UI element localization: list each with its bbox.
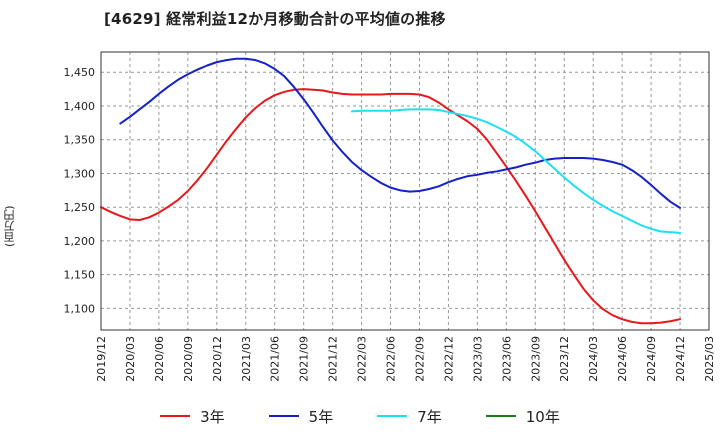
x-tick-label: 2021/03 xyxy=(240,336,253,382)
y-tick-labels: 1,100 1,150 1,200 1,250 1,300 1,350 1,400 1,450 xyxy=(64,66,96,315)
x-tick-label: 2020/09 xyxy=(182,336,195,382)
series-line-1 xyxy=(100,88,682,325)
x-tick-label: 2020/03 xyxy=(124,336,137,382)
x-tick-label: 2021/06 xyxy=(269,336,282,382)
plot-area-border xyxy=(100,51,710,331)
legend-swatch-7y xyxy=(377,415,408,417)
x-tick-label: 2024/06 xyxy=(616,336,629,382)
series-line-3 xyxy=(350,108,682,234)
legend-item-10y[interactable]: 10年 xyxy=(485,406,560,427)
x-tick-label: 2019/12 xyxy=(95,336,108,382)
x-tick-label: 2024/12 xyxy=(674,336,687,382)
legend-label-3y: 3年 xyxy=(200,407,225,426)
series-line-2 xyxy=(119,57,682,209)
legend-label-10y: 10年 xyxy=(525,407,560,426)
y-tick-label: 1,400 xyxy=(64,100,96,113)
legend-item-7y[interactable]: 7年 xyxy=(377,406,442,427)
legend-swatch-5y xyxy=(268,415,299,417)
x-tick-label: 2023/03 xyxy=(471,336,484,382)
legend-label-7y: 7年 xyxy=(417,407,442,426)
legend-swatch-3y xyxy=(160,415,191,417)
x-tick-label: 2025/03 xyxy=(703,336,716,382)
legend-item-3y[interactable]: 3年 xyxy=(160,406,225,427)
legend-label-5y: 5年 xyxy=(308,407,334,426)
y-tick-label: 1,200 xyxy=(64,235,96,248)
y-tick-label: 1,100 xyxy=(64,302,96,315)
x-tick-label: 2024/09 xyxy=(645,336,658,382)
x-tick-label: 2021/12 xyxy=(327,336,340,382)
chart-title: [4629] 経常利益12か月移動合計の平均値の推移 xyxy=(104,10,446,28)
legend-item-5y[interactable]: 5年 xyxy=(268,406,334,427)
x-tick-label: 2021/09 xyxy=(298,336,311,382)
x-tick-label: 2023/09 xyxy=(529,336,542,382)
y-tick-label: 1,300 xyxy=(64,167,96,180)
y-tick-label: 1,450 xyxy=(64,66,96,79)
x-tick-label: 2020/06 xyxy=(153,336,166,382)
y-tick-label: 1,150 xyxy=(64,269,96,282)
legend-swatch-10y xyxy=(485,415,516,417)
legend: 3年 5年 7年 10年 xyxy=(0,402,720,430)
x-tick-label: 2024/03 xyxy=(587,336,600,382)
x-tick-label: 2022/09 xyxy=(413,336,426,382)
x-tick-label: 2023/06 xyxy=(500,336,513,382)
y-tick-label: 1,350 xyxy=(64,134,96,147)
x-tick-label: 2022/03 xyxy=(356,336,369,382)
series-layer xyxy=(100,57,682,325)
x-tick-labels: 2019/12 2020/03 2020/06 2020/09 2020/12 2021/… xyxy=(95,336,716,382)
x-tick-label: 2022/06 xyxy=(385,336,398,382)
y-tick-label: 1,250 xyxy=(64,201,96,214)
x-tick-label: 2023/12 xyxy=(558,336,571,382)
x-tick-label: 2022/12 xyxy=(442,336,455,382)
x-tick-label: 2020/12 xyxy=(211,336,224,382)
